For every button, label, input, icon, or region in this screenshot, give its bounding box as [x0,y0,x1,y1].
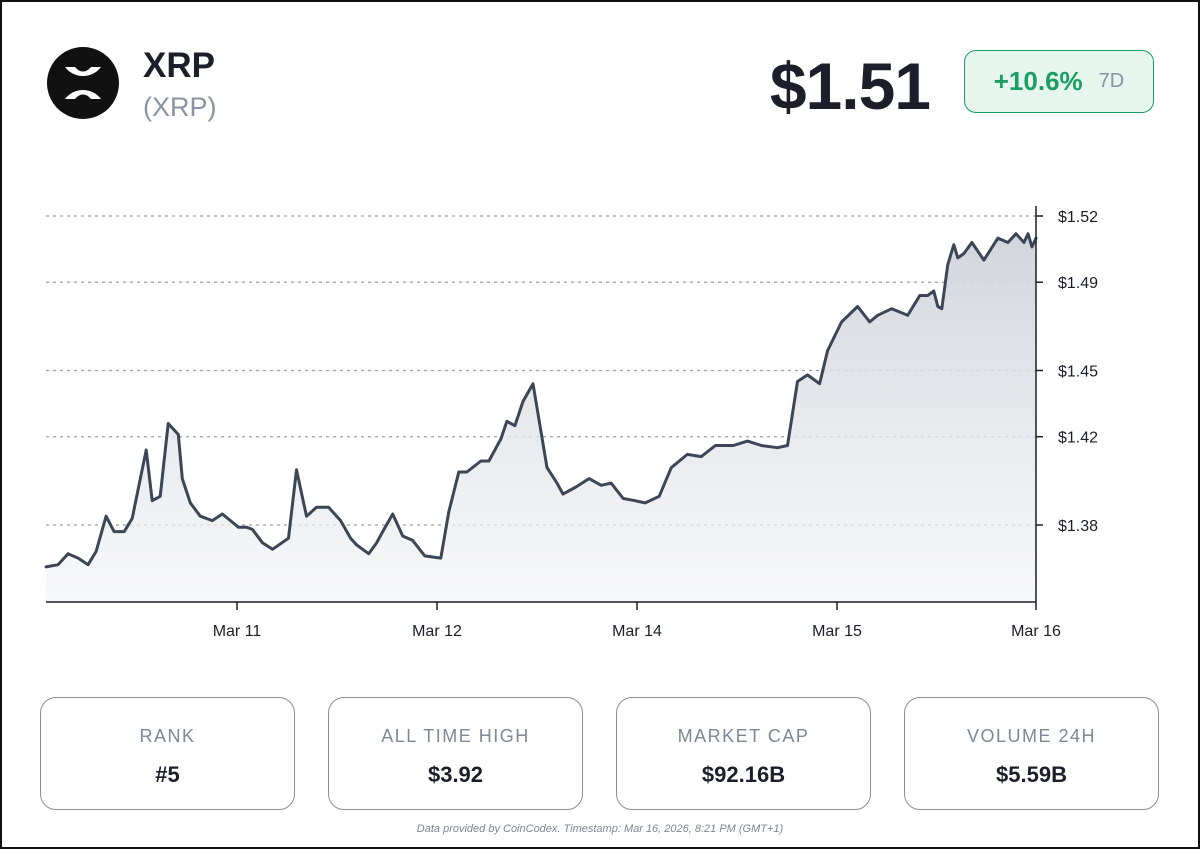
y-tick-label: $1.49 [1058,275,1098,292]
current-price: $1.51 [769,49,931,123]
price-area [46,233,1036,602]
x-tick-label: Mar 12 [412,623,462,640]
stat-value: $3.92 [427,762,484,787]
stat-label: VOLUME 24H [966,726,1097,746]
y-tick-label: $1.45 [1058,364,1098,381]
change-period: 7D [1098,70,1125,92]
stat-label: MARKET CAP [677,726,810,746]
x-tick-label: Mar 14 [612,623,662,640]
x-tick-label: Mar 16 [1011,623,1061,640]
y-tick-label: $1.52 [1058,209,1098,226]
chart-axes: $1.38 $1.42 $1.45 $1.49 $1.52 Mar 11 Mar 12 Mar… [46,206,1098,640]
stat-label: RANK [139,726,196,746]
stat-label: ALL TIME HIGH [381,726,530,746]
price-line [44,232,1038,569]
stat-value: #5 [155,762,180,787]
stat-card-all-time-high: ALL TIME HIGH $3.92 [328,697,583,810]
change-badge: +10.6% 7D [964,50,1154,113]
data-attribution: Data provided by CoinCodex. Timestamp: M… [416,823,784,835]
stat-value: $5.59B [996,762,1067,787]
change-value: +10.6% [993,66,1083,96]
coin-name: XRP [143,46,215,85]
y-tick-label: $1.42 [1058,430,1098,447]
y-tick-label: $1.38 [1058,518,1098,535]
stat-value: $92.16B [701,762,786,787]
x-tick-label: Mar 15 [812,623,862,640]
stat-card-market-cap: MARKET CAP $92.16B [616,697,871,810]
price-chart: $1.38 $1.42 $1.45 $1.49 $1.52 Mar 11 Mar 12 Mar… [44,206,1098,640]
x-tick-label: Mar 11 [213,623,262,640]
coin-symbol: (XRP) [143,92,217,122]
xrp-logo-icon [47,47,119,119]
stat-card-volume-24h: VOLUME 24H $5.59B [904,697,1159,810]
stat-card-rank: RANK #5 [40,697,295,810]
